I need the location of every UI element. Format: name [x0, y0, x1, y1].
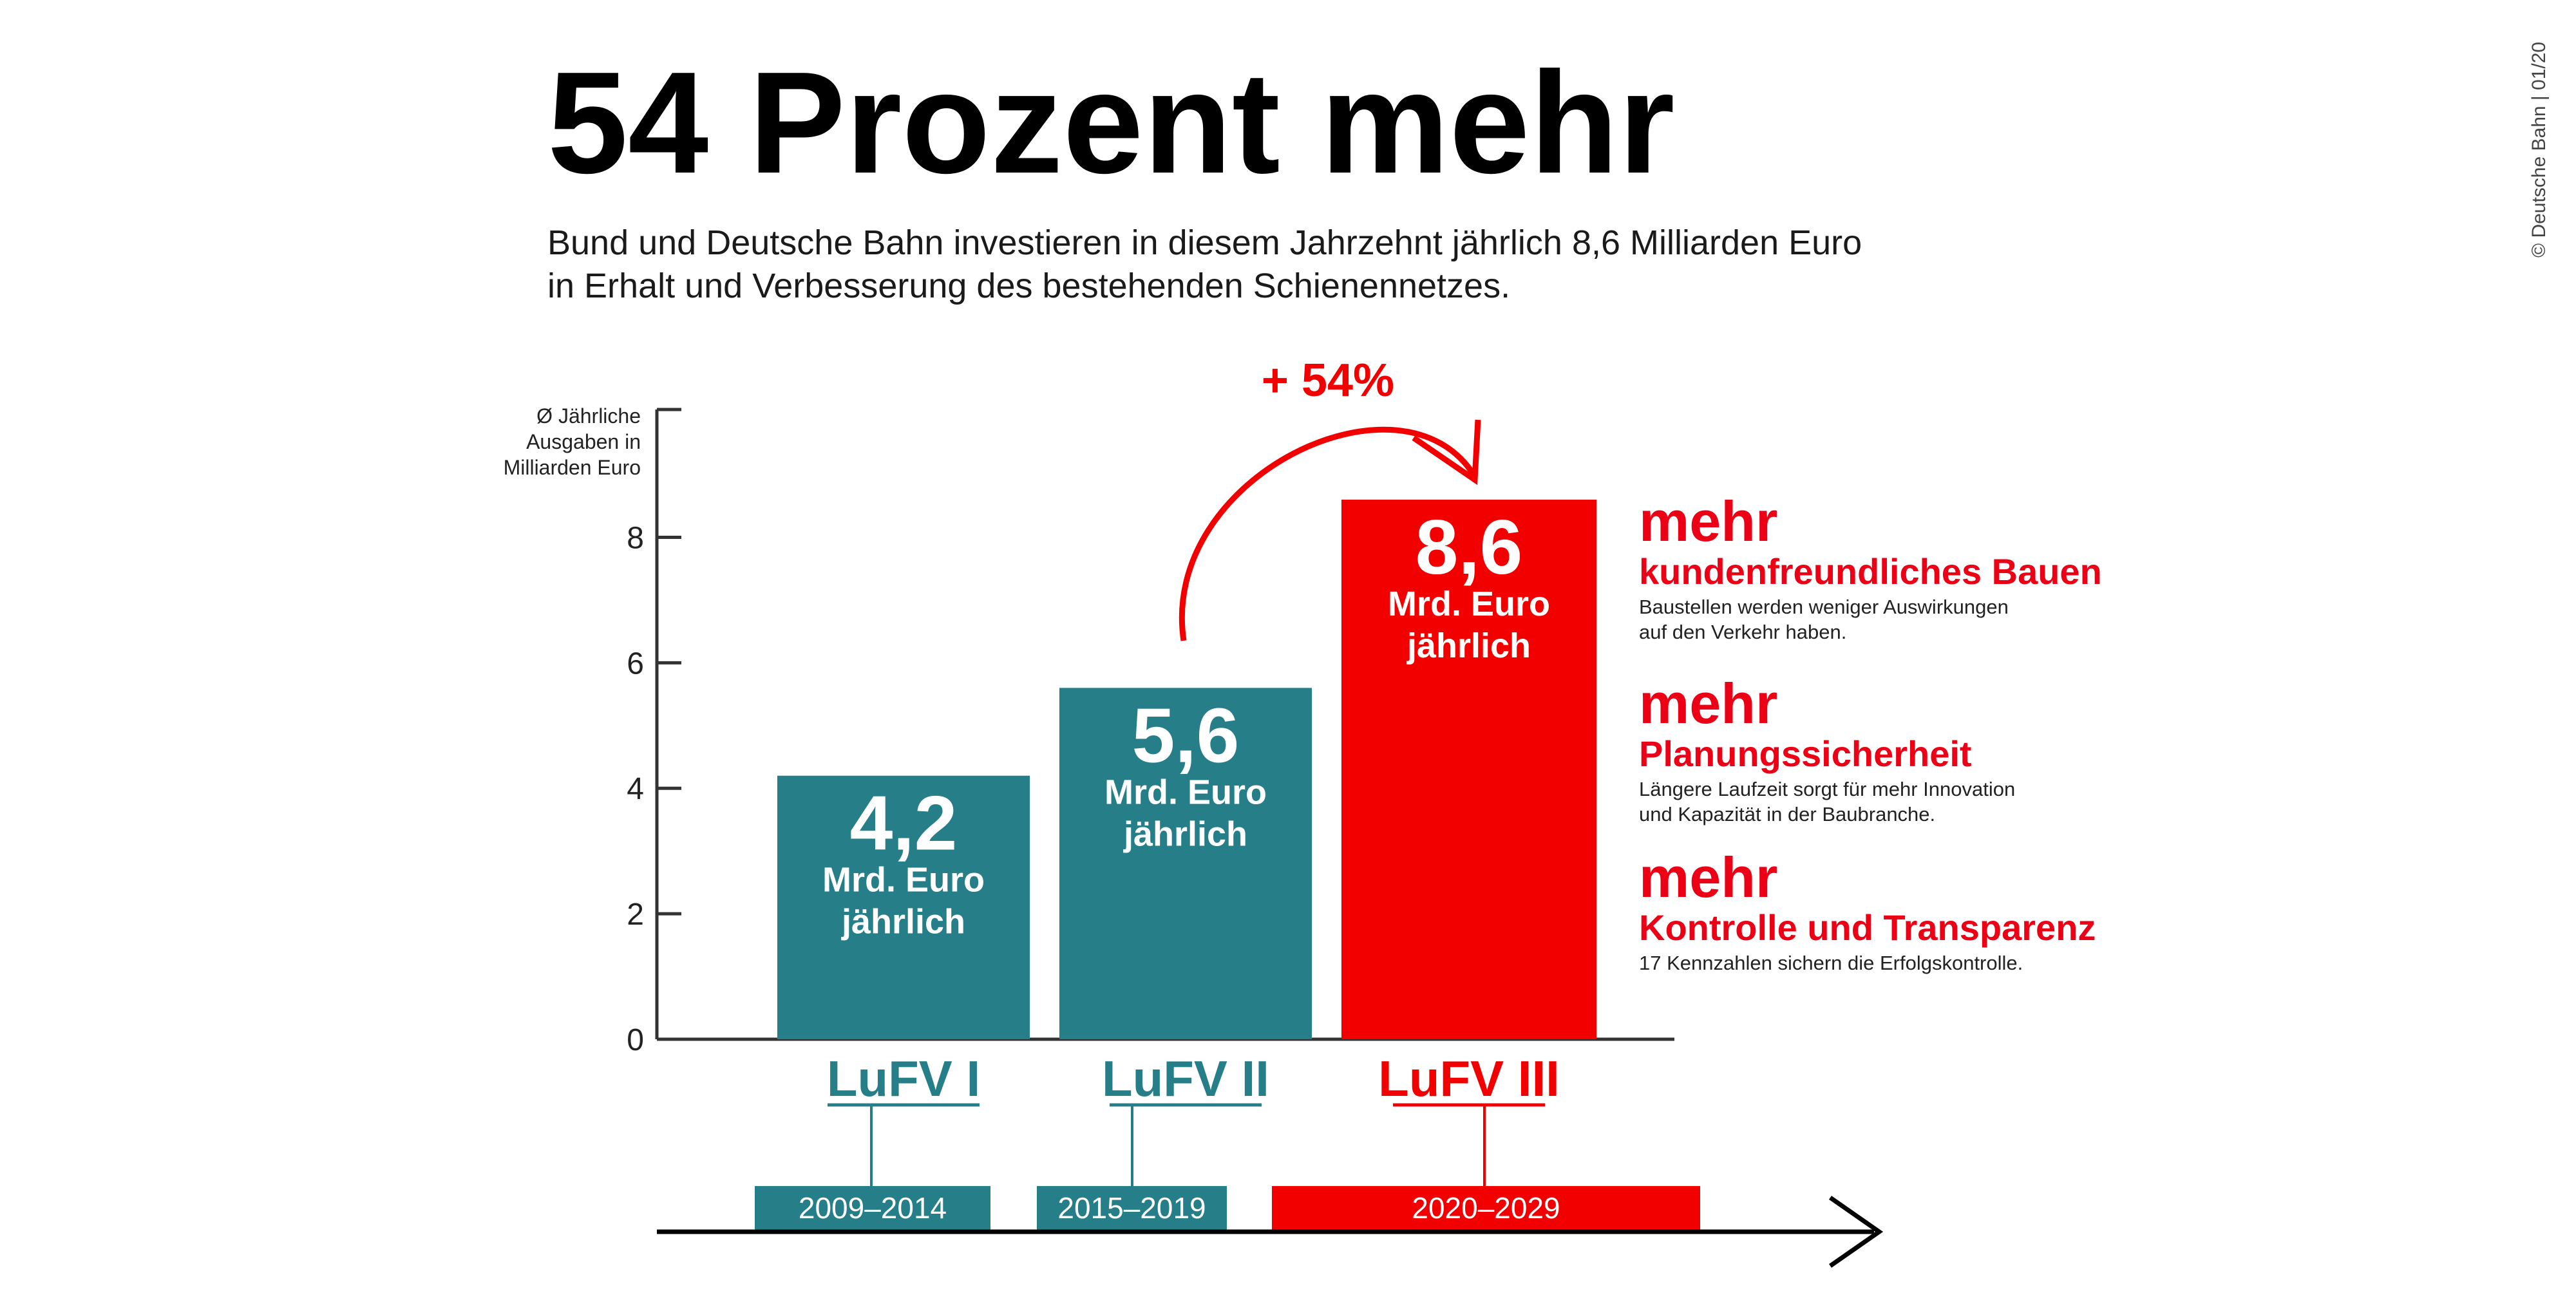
benefit-1-sub: kundenfreundliches Bauen: [1639, 551, 2102, 592]
period-label: 2009–2014: [799, 1191, 947, 1225]
benefit-2-sub: Planungssicherheit: [1639, 733, 1972, 774]
y-axis-label-line-3: Milliarden Euro: [504, 456, 641, 479]
subtitle-line-1: Bund und Deutsche Bahn investieren in di…: [547, 223, 1862, 262]
bar-unit-label: jährlich: [841, 903, 965, 941]
period-box: [1272, 1186, 1700, 1230]
benefit-3-text-1: 17 Kennzahlen sichern die Erfolgskontrol…: [1639, 952, 2023, 974]
bar: [1341, 500, 1596, 1039]
y-axis-label-line-1: Ø Jährliche: [536, 404, 641, 428]
bar-unit-label: Mrd. Euro: [1104, 773, 1267, 811]
benefit-2-text-2: und Kapazität in der Baubranche.: [1639, 803, 1935, 825]
benefit-1-text-2: auf den Verkehr haben.: [1639, 621, 1846, 643]
benefit-1-head: mehr: [1639, 489, 1777, 553]
benefit-3-head: mehr: [1639, 845, 1777, 909]
bar-unit-label: Mrd. Euro: [822, 861, 985, 900]
category-label: LuFV II: [1102, 1050, 1269, 1107]
growth-arrow-head: [1412, 419, 1481, 485]
timeline: 2009–2014 2015–2019 2020–2029: [755, 1105, 1700, 1230]
y-tick-label: 6: [627, 646, 644, 681]
category-label: LuFV III: [1378, 1050, 1560, 1107]
benefit-2-text-1: Längere Laufzeit sorgt für mehr Innovati…: [1639, 778, 2015, 800]
subtitle-line-2: in Erhalt und Verbesserung des bestehend…: [547, 267, 1510, 305]
timeline-arrow-head: [1828, 1196, 1884, 1268]
y-tick-label: 0: [627, 1023, 644, 1057]
growth-arrow-curve: [1179, 426, 1477, 641]
bar-value-label: 8,6: [1416, 504, 1523, 590]
y-tick-label: 8: [627, 521, 644, 555]
y-axis-label-line-2: Ausgaben in: [526, 430, 641, 453]
benefit-2-head: mehr: [1639, 672, 1777, 735]
copyright-note: © Deutsche Bahn | 01/20: [2528, 42, 2550, 258]
period-label: 2020–2029: [1412, 1191, 1560, 1225]
period-box: [1037, 1186, 1227, 1230]
bar-unit-label: jährlich: [1123, 815, 1247, 853]
bar: [777, 775, 1030, 1039]
category-label: LuFV I: [827, 1050, 980, 1107]
benefit-1-text-1: Baustellen werden weniger Auswirkungen: [1639, 596, 2009, 618]
bar-value-label: 4,2: [850, 780, 958, 867]
benefit-3: mehr Kontrolle und Transparenz 17 Kennza…: [1639, 845, 2096, 974]
page-title: 54 Prozent mehr: [547, 41, 1675, 203]
y-tick-label: 4: [627, 772, 644, 806]
bar-value-label: 5,6: [1132, 692, 1240, 778]
benefit-3-sub: Kontrolle und Transparenz: [1639, 907, 2096, 948]
growth-annotation: + 54%: [1262, 355, 1394, 406]
period-box: [755, 1186, 990, 1230]
y-ticks: 0 2 4 6 8: [627, 521, 681, 1057]
bar: [1059, 688, 1312, 1039]
benefit-2: mehr Planungssicherheit Längere Laufzeit…: [1639, 672, 2015, 825]
period-label: 2015–2019: [1057, 1191, 1206, 1225]
benefit-1: mehr kundenfreundliches Bauen Baustellen…: [1639, 489, 2102, 643]
bar-unit-label: jährlich: [1406, 627, 1531, 665]
bar-unit-label: Mrd. Euro: [1388, 585, 1550, 623]
y-tick-label: 2: [627, 898, 644, 932]
